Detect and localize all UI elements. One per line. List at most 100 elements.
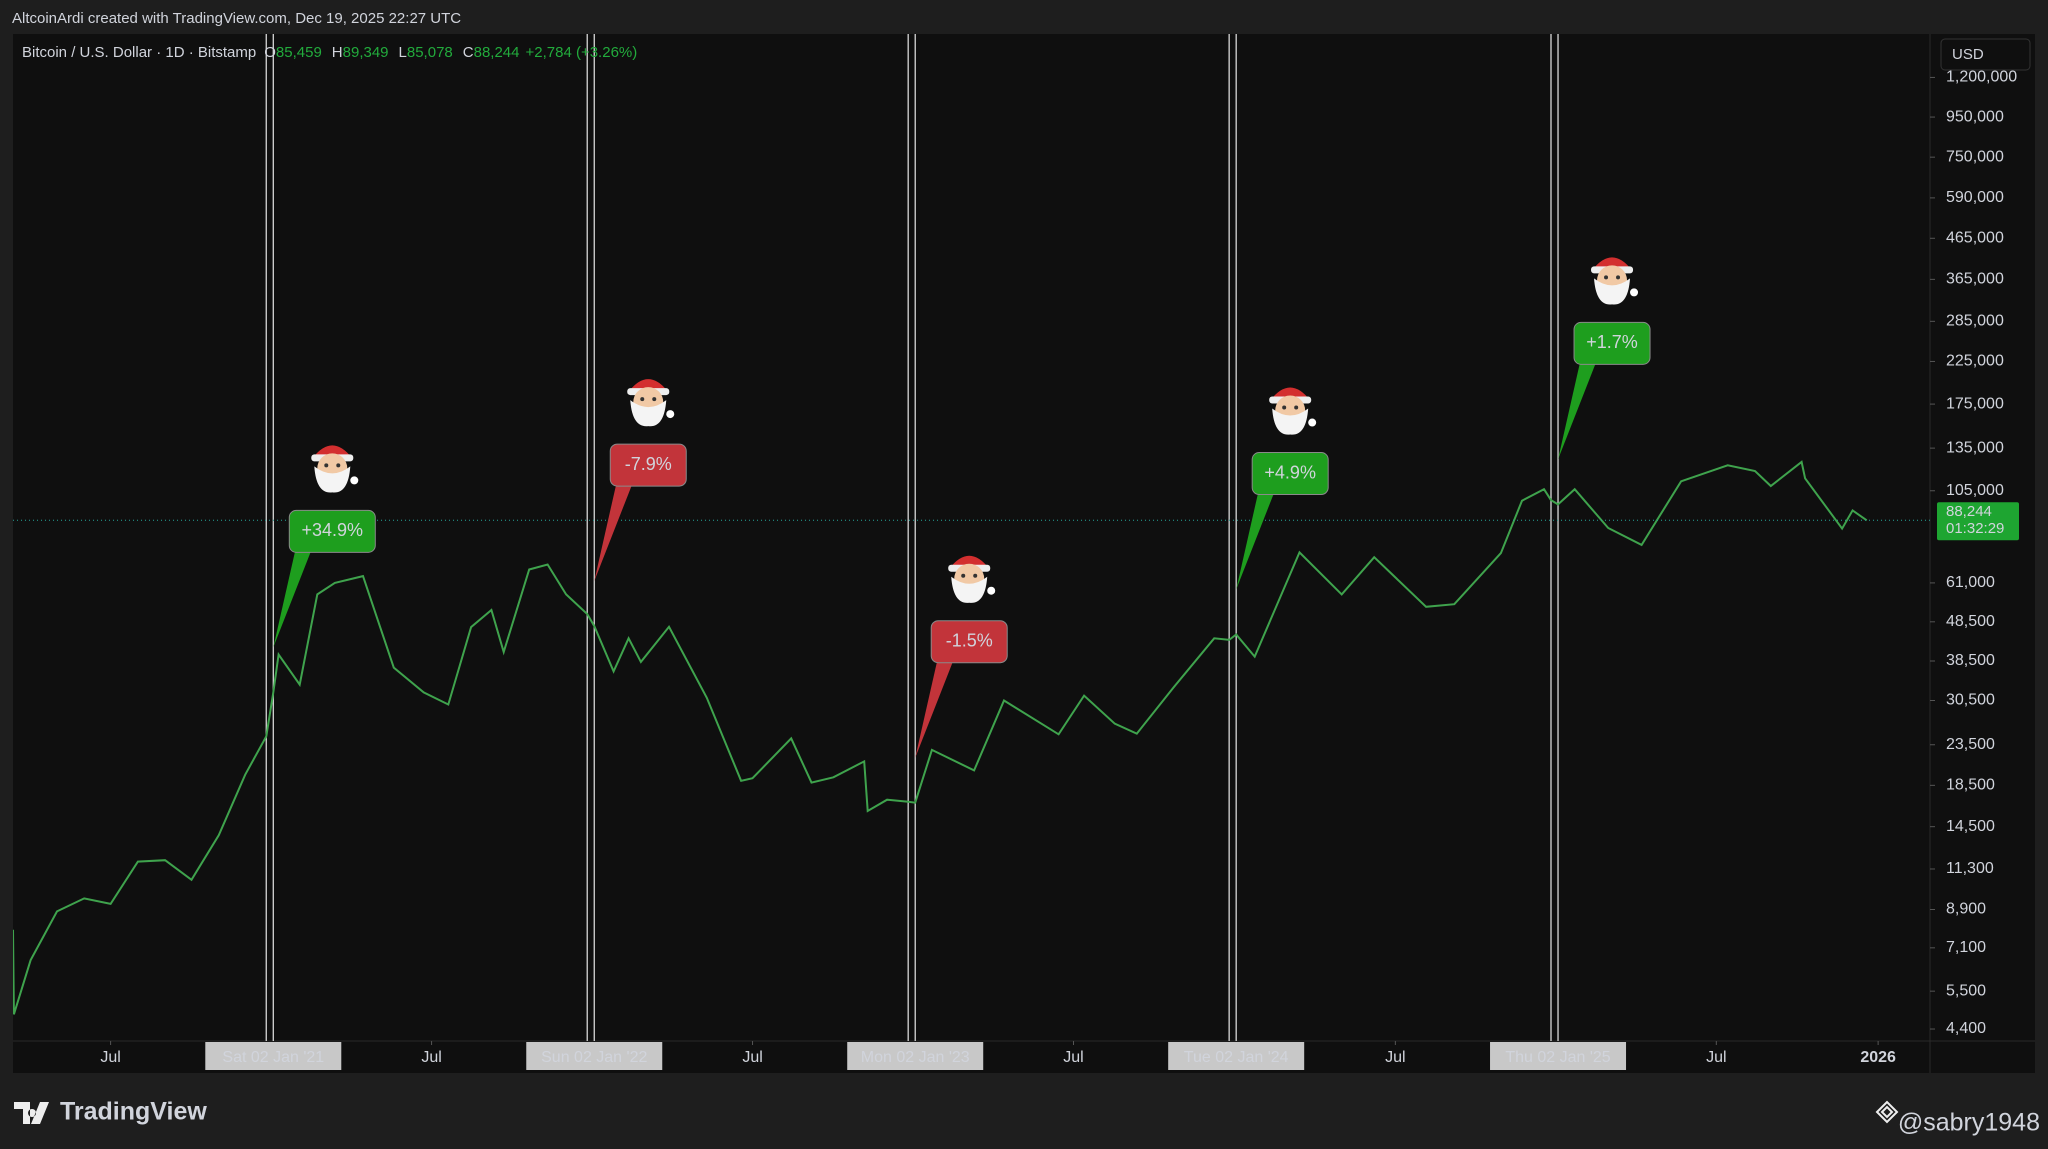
plot: 1,200,000 950,000 750,000 590,000 465,000 365… [13, 34, 2031, 1070]
y-tick-label: 950,000 [1946, 108, 2004, 125]
credit: AltcoinArdi created with TradingView.com… [12, 10, 461, 27]
santa-beard [1594, 278, 1631, 305]
y-tick-label: 18,500 [1946, 777, 1995, 794]
ohlc-key: L [399, 44, 407, 61]
y-tick-label: 7,100 [1946, 939, 1986, 956]
x-tick-highlight [526, 1042, 663, 1070]
santa-pompom [666, 410, 675, 419]
y-tick-label: 225,000 [1946, 353, 2004, 370]
santa-eye [1282, 405, 1287, 410]
y-tick-label: 105,000 [1946, 482, 2004, 499]
x-tick-label: Sun 02 Jan '22 [541, 1049, 647, 1066]
y-tick-label: 38,500 [1946, 652, 1995, 669]
y-tick-label: 135,000 [1946, 439, 2004, 456]
x-tick-label: Jul [1385, 1049, 1405, 1066]
y-tick-label: 590,000 [1946, 189, 2004, 206]
callout-box [1251, 452, 1329, 496]
currency-box [1940, 38, 2031, 71]
santa-pompom [350, 476, 359, 485]
callout-label: -1.5% [946, 630, 993, 650]
ohlc-value: 85,078 [407, 44, 453, 61]
countdown: 01:32:29 [1946, 520, 2004, 537]
x-tick-label: Tue 02 Jan '24 [1184, 1049, 1289, 1066]
y-tick-label: 61,000 [1946, 574, 1995, 591]
y-tick-label: 11,300 [1946, 860, 1994, 877]
callout-box [288, 509, 376, 553]
last-price-box [1937, 502, 2019, 541]
logo-icon [14, 1102, 49, 1124]
y-tick-label: 365,000 [1946, 271, 2004, 288]
x-tick-label: 2026 [1860, 1049, 1896, 1066]
y-tick-label: 750,000 [1946, 148, 2004, 165]
santa-eye [652, 397, 657, 402]
x-tick-label: Jul [1706, 1049, 1726, 1066]
santa-beard [951, 576, 988, 603]
y-tick-label: 14,500 [1946, 818, 1995, 835]
x-tick-label: Jul [100, 1049, 120, 1066]
x-tick-label: Jul [742, 1049, 762, 1066]
symbol: Bitcoin / U.S. Dollar · 1D · Bitstamp [22, 44, 256, 61]
ohlc-value: 88,244 [474, 44, 520, 61]
symbol-legend: Bitcoin / U.S. Dollar · 1D · Bitstamp O85… [22, 44, 637, 61]
x-tick-highlight [205, 1042, 342, 1070]
callout-label: +1.7% [1586, 332, 1638, 352]
price-line [13, 460, 1868, 1015]
y-tick-label: 1,200,000 [1946, 69, 2017, 86]
ohlc-key: H [332, 44, 343, 61]
callout-label: +34.9% [302, 520, 364, 540]
x-tick-highlight [1490, 1042, 1627, 1070]
callout-label: -7.9% [625, 454, 672, 474]
callout-label: +4.9% [1264, 462, 1316, 482]
y-tick-label: 48,500 [1946, 613, 1995, 630]
change: +2,784 (+3.26%) [526, 44, 638, 61]
y-tick-label: 5,500 [1946, 982, 1986, 999]
santa-beard [630, 400, 667, 427]
y-tick-label: 30,500 [1946, 692, 1995, 709]
santa-eye [1616, 275, 1621, 280]
ohlc-value: 89,349 [343, 44, 389, 61]
santa-eye [336, 463, 341, 468]
x-tick-label: Thu 02 Jan '25 [1505, 1049, 1610, 1066]
callout-pointer [1236, 492, 1275, 590]
santa-eye [640, 397, 645, 402]
x-tick-label: Jul [1063, 1049, 1083, 1066]
callout-pointer [915, 660, 954, 758]
ohlc-value: 85,459 [276, 44, 322, 61]
santa-eye [1294, 405, 1299, 410]
callout-box [1573, 321, 1651, 365]
author-icon [1875, 1100, 1899, 1124]
callout-box [930, 620, 1008, 664]
y-tick-label: 285,000 [1946, 313, 2004, 330]
y-tick-label: 23,500 [1946, 736, 1995, 753]
x-tick-highlight [847, 1042, 984, 1070]
author: @sabry1948 [1898, 1109, 2040, 1137]
santa-beard [1272, 408, 1309, 435]
brand: TradingView [60, 1098, 207, 1126]
last-price-label: 88,244 [1946, 503, 1992, 520]
santa-eye [1604, 275, 1609, 280]
y-tick-label: 4,400 [1946, 1020, 1986, 1037]
ohlc-key: O [264, 44, 276, 61]
x-tick-label: Sat 02 Jan '21 [222, 1049, 324, 1066]
santa-eye [961, 573, 966, 578]
x-tick-highlight [1168, 1042, 1305, 1070]
callout-box [609, 443, 687, 487]
logo: TradingView [14, 1098, 207, 1126]
santa-pompom [987, 586, 996, 595]
santa-pompom [1308, 418, 1317, 427]
x-tick-label: Jul [421, 1049, 441, 1066]
currency: USD [1952, 46, 1984, 63]
callout-pointer [594, 484, 633, 582]
y-tick-label: 465,000 [1946, 229, 2004, 246]
y-tick-label: 8,900 [1946, 901, 1986, 918]
author-mark: @sabry1948 [1875, 1100, 2040, 1137]
ohlc-key: C [463, 44, 474, 61]
chart-panel [13, 34, 2035, 1073]
santa-beard [314, 466, 351, 493]
callout-pointer [273, 550, 312, 648]
x-tick-label: Mon 02 Jan '23 [861, 1049, 970, 1066]
callout-pointer [1558, 362, 1597, 460]
santa-pompom [1630, 288, 1639, 297]
